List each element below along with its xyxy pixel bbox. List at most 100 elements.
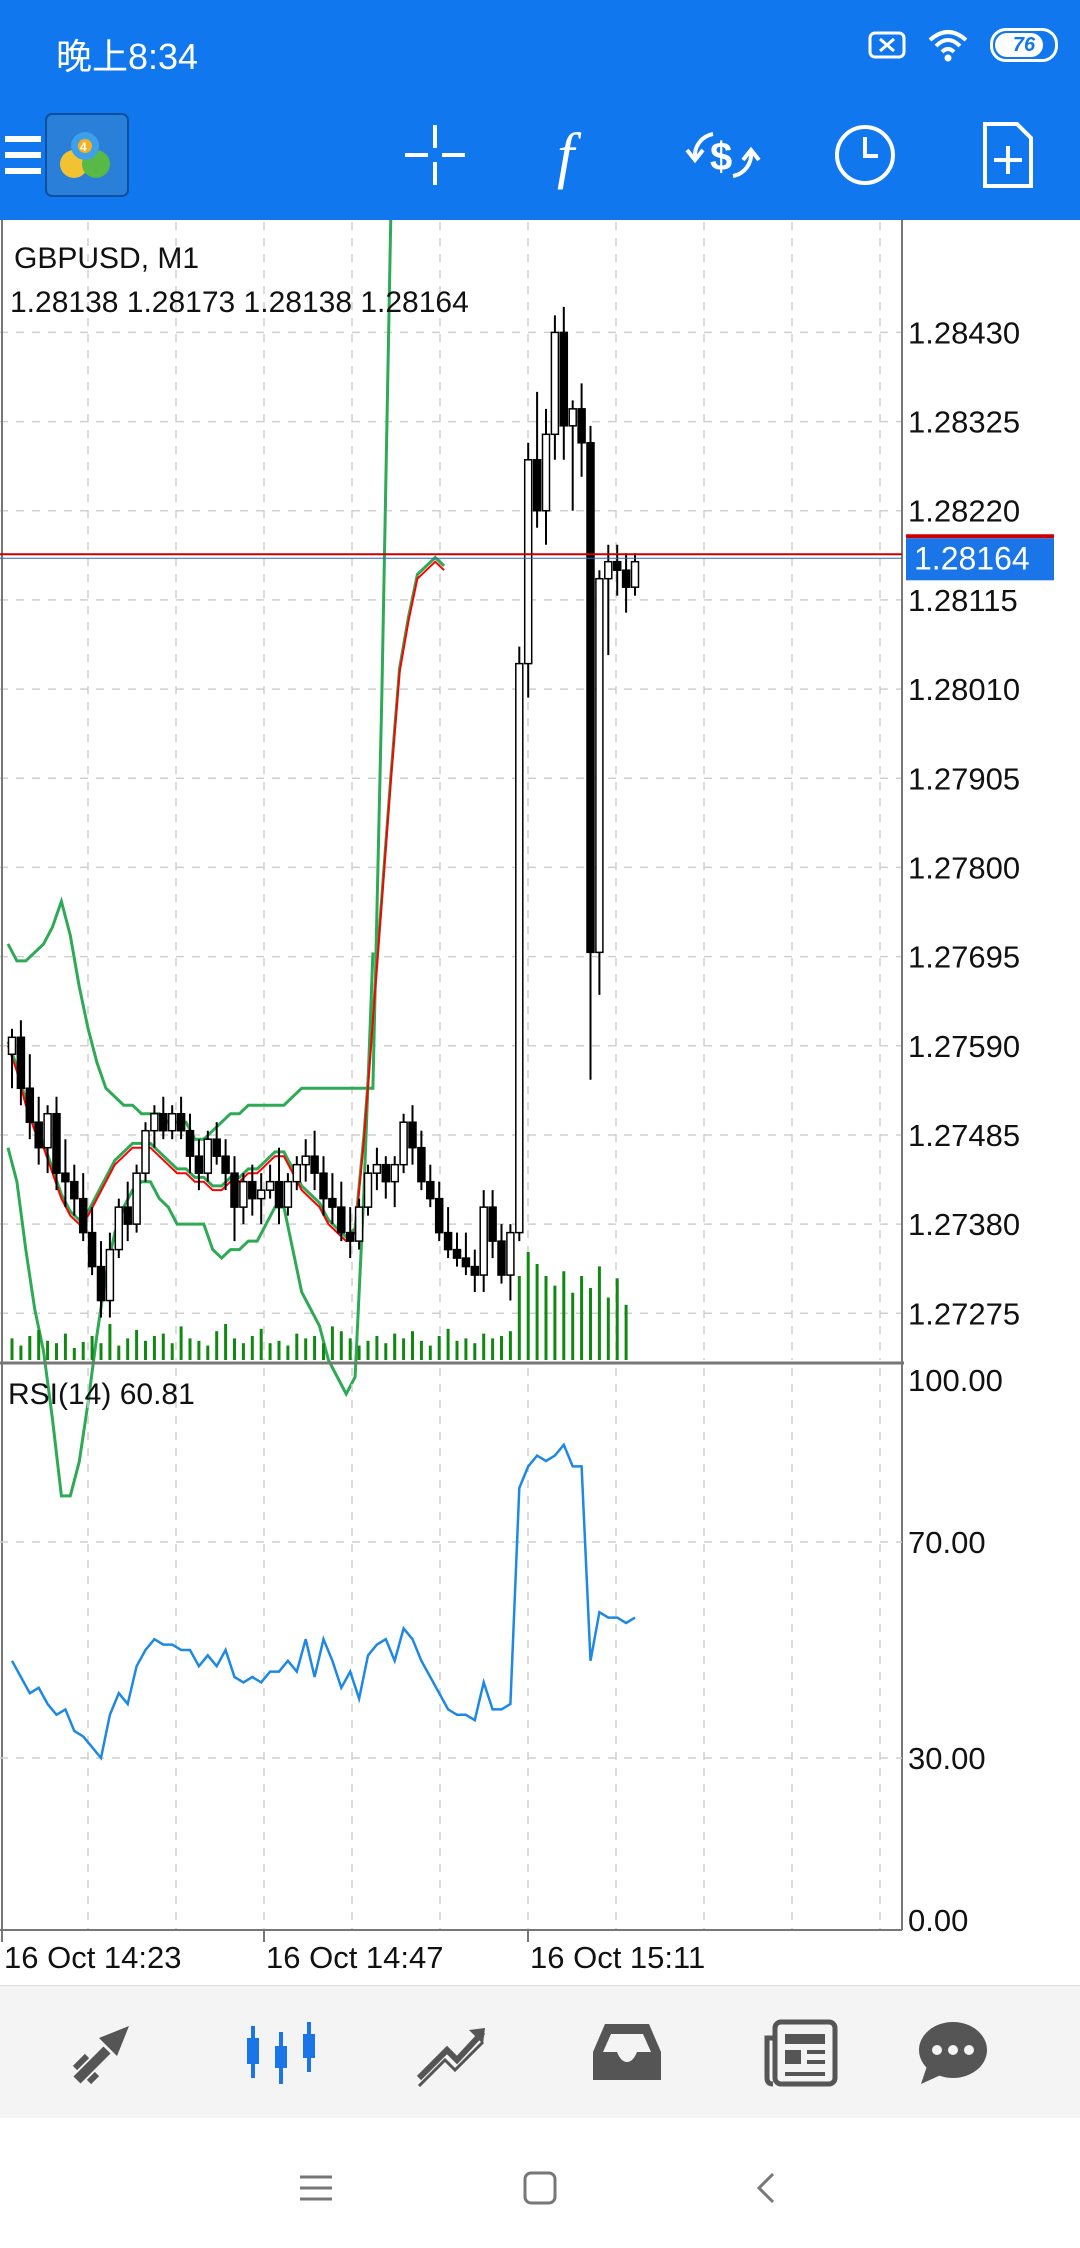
app-logo-button[interactable]: 4: [42, 110, 132, 200]
candle-body: [283, 1180, 293, 1208]
moving-average: [7, 560, 445, 1243]
nav-quotes[interactable]: [52, 1998, 162, 2108]
home-button[interactable]: [510, 2158, 570, 2218]
chart-grid: [0, 220, 903, 1930]
nav-news[interactable]: [746, 1998, 856, 2108]
candle-body: [559, 331, 569, 427]
candle-body: [319, 1172, 328, 1200]
rsi-axis: 100.00 70.00 30.00 0.00: [908, 1363, 1003, 1938]
rsi-tick-label: 100.00: [908, 1363, 1003, 1398]
candle-body: [399, 1121, 408, 1166]
battery-indicator: 76: [990, 28, 1058, 62]
bollinger-lower: [6, 952, 375, 1498]
candle-body: [381, 1163, 391, 1183]
candle-body: [372, 1163, 382, 1174]
crosshair-button[interactable]: [390, 110, 480, 200]
candle-body: [96, 1265, 106, 1302]
candle-body: [345, 1231, 355, 1242]
candle-body: [595, 577, 604, 954]
candle-body: [515, 662, 524, 1234]
menu-button[interactable]: [0, 110, 60, 200]
ohlc-label: 1.28138 1.28173 1.28138 1.28164: [10, 286, 469, 319]
status-time: 晚上8:34: [56, 36, 199, 77]
candle-body: [274, 1180, 284, 1208]
price-tick-label: 1.27695: [908, 940, 1020, 975]
candle-body: [488, 1206, 497, 1242]
rsi-label: RSI(14) 60.81: [8, 1378, 195, 1411]
candle-body: [621, 569, 631, 588]
candle-body: [604, 560, 613, 580]
candle-body: [586, 442, 595, 954]
recent-apps-button[interactable]: [286, 2158, 346, 2218]
candle-body: [506, 1231, 515, 1276]
indicators-button[interactable]: f: [532, 110, 622, 200]
candle-body: [408, 1121, 417, 1149]
candle-body: [470, 1265, 480, 1276]
chart-toolbar: 4 f $: [0, 110, 1080, 200]
chart-area[interactable]: 1.28430 1.28325 1.28220 1.28115 1.28010 1.279…: [0, 0, 1080, 1980]
timeframe-icon: [835, 125, 895, 185]
svg-text:4: 4: [80, 140, 87, 154]
price-axis: 1.28430 1.28325 1.28220 1.28115 1.28010 1.279…: [906, 315, 1054, 1331]
candle-body: [568, 408, 577, 427]
time-label: 16 Oct 15:11: [530, 1940, 705, 1975]
candle-body: [52, 1112, 61, 1174]
bollinger-bands: [6, 0, 446, 1498]
candle-body: [212, 1138, 221, 1157]
candle-body: [292, 1163, 302, 1183]
time-label: 16 Oct 14:23: [4, 1940, 182, 1975]
new-order-button[interactable]: [962, 110, 1052, 200]
candle-body: [16, 1036, 26, 1089]
price-tick-label: 1.27275: [908, 1296, 1020, 1331]
price-chart[interactable]: 1.28430 1.28325 1.28220 1.28115 1.28010 1.279…: [0, 0, 1080, 1980]
candle-body: [203, 1138, 213, 1174]
candle-body: [167, 1112, 177, 1132]
rsi-tick-label: 70.00: [908, 1525, 986, 1560]
candle-body: [461, 1257, 471, 1268]
rsi-line: [10, 1442, 636, 1761]
price-tick-label: 1.28010: [908, 672, 1020, 707]
top-bar: 晚上8:34 76: [0, 0, 1080, 220]
candle-body: [105, 1248, 115, 1302]
nav-trade[interactable]: [398, 1998, 508, 2108]
candle-body: [390, 1163, 399, 1183]
menu-icon: [5, 136, 41, 174]
candle-body: [541, 433, 551, 512]
candle-body: [34, 1121, 43, 1149]
volume-bars: [10, 1252, 628, 1360]
rsi-tick-label: 0.00: [908, 1903, 968, 1938]
price-tick-label: 1.27485: [908, 1118, 1020, 1153]
price-tick-label: 1.28325: [908, 405, 1020, 440]
price-tick-label: 1.27800: [908, 850, 1020, 885]
back-button[interactable]: [736, 2158, 796, 2218]
symbol-label: GBPUSD, M1: [14, 242, 199, 275]
candle-body: [7, 1036, 17, 1056]
symbol-change-button[interactable]: $: [678, 110, 768, 200]
svg-text:f: f: [557, 122, 582, 190]
back-icon: [756, 2172, 775, 2204]
candle-body: [532, 459, 542, 512]
candle-body: [78, 1197, 88, 1234]
bollinger-upper: [6, 0, 398, 1141]
wifi-icon: [928, 30, 968, 62]
system-navigation: [0, 2118, 1080, 2248]
price-tick-label: 1.27905: [908, 761, 1020, 796]
nav-chart[interactable]: [226, 1998, 336, 2108]
bottom-navigation: [0, 1985, 1080, 2119]
candle-body: [310, 1155, 319, 1174]
timeframe-button[interactable]: [820, 110, 910, 200]
indicators-icon: f: [557, 122, 582, 190]
candle-body: [114, 1206, 124, 1251]
candle-body: [630, 560, 640, 588]
status-icons: 76: [868, 28, 1058, 62]
candle-body: [248, 1180, 257, 1200]
candle-body: [337, 1206, 346, 1234]
nav-history[interactable]: [572, 1998, 682, 2108]
ma-line: [7, 560, 445, 1243]
battery-level: 76: [1012, 33, 1036, 56]
candle-body: [328, 1197, 337, 1208]
crosshair-icon: [405, 125, 465, 185]
nav-chat[interactable]: [898, 1998, 1008, 2108]
rsi-path: [10, 1442, 636, 1761]
candle-body: [577, 408, 586, 444]
